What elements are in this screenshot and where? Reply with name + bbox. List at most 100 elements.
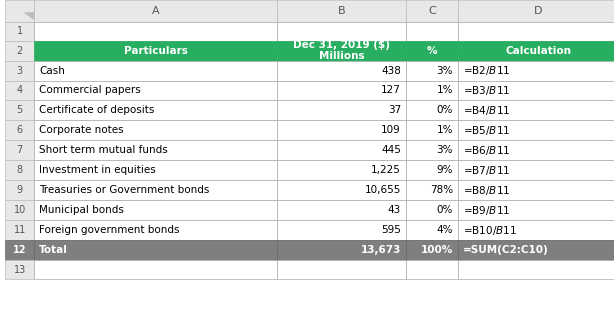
Bar <box>277 180 406 200</box>
Text: 12: 12 <box>13 245 26 255</box>
Bar <box>277 22 406 41</box>
Text: Dec 31, 2019 ($)
Millions: Dec 31, 2019 ($) Millions <box>293 40 390 62</box>
Text: Short term mutual funds: Short term mutual funds <box>39 145 168 156</box>
Bar <box>406 22 458 41</box>
Text: Commercial papers: Commercial papers <box>39 85 141 96</box>
Bar <box>277 0 406 22</box>
Text: 9%: 9% <box>437 165 453 175</box>
Bar <box>458 260 614 279</box>
Bar <box>34 220 277 240</box>
Bar <box>458 22 614 41</box>
Bar <box>5 120 34 140</box>
Text: 10: 10 <box>14 205 26 215</box>
Bar <box>458 61 614 80</box>
Text: 1: 1 <box>17 26 23 36</box>
Text: %: % <box>427 45 437 56</box>
Bar <box>406 140 458 160</box>
Bar <box>5 80 34 100</box>
Text: 109: 109 <box>381 125 401 136</box>
Polygon shape <box>23 12 34 20</box>
Bar <box>5 61 34 80</box>
Text: =B8/$B$11: =B8/$B$11 <box>463 184 510 197</box>
Text: 0%: 0% <box>437 105 453 116</box>
Bar <box>406 80 458 100</box>
Text: 3: 3 <box>17 65 23 76</box>
Text: 37: 37 <box>387 105 401 116</box>
Text: =B3/$B$11: =B3/$B$11 <box>463 84 510 97</box>
Bar <box>458 240 614 260</box>
Bar <box>5 0 34 22</box>
Bar <box>5 220 34 240</box>
Text: 8: 8 <box>17 165 23 175</box>
Bar <box>34 260 277 279</box>
Bar <box>5 180 34 200</box>
Bar <box>34 0 277 22</box>
Bar <box>406 0 458 22</box>
Bar <box>277 120 406 140</box>
Text: 78%: 78% <box>430 185 453 195</box>
Bar <box>5 140 34 160</box>
Text: B: B <box>338 6 345 16</box>
Bar <box>458 160 614 180</box>
Text: C: C <box>428 6 436 16</box>
Bar <box>34 200 277 220</box>
Text: 10,655: 10,655 <box>365 185 401 195</box>
Text: 4%: 4% <box>437 225 453 235</box>
Bar <box>406 41 458 61</box>
Text: =B7/$B$11: =B7/$B$11 <box>463 164 510 177</box>
Text: =SUM(C2:C10): =SUM(C2:C10) <box>463 245 549 255</box>
Text: 438: 438 <box>381 65 401 76</box>
Text: 7: 7 <box>17 145 23 156</box>
Bar <box>277 220 406 240</box>
Bar <box>458 0 614 22</box>
Bar <box>5 200 34 220</box>
Text: 1,225: 1,225 <box>371 165 401 175</box>
Text: A: A <box>152 6 160 16</box>
Text: Particulars: Particulars <box>123 45 188 56</box>
Bar <box>406 100 458 120</box>
Bar <box>277 100 406 120</box>
Bar <box>406 260 458 279</box>
Text: =B2/$B$11: =B2/$B$11 <box>463 64 510 77</box>
Text: Corporate notes: Corporate notes <box>39 125 124 136</box>
Text: 5: 5 <box>17 105 23 116</box>
Bar <box>458 140 614 160</box>
Bar <box>34 140 277 160</box>
Bar <box>34 180 277 200</box>
Text: =B6/$B$11: =B6/$B$11 <box>463 144 510 157</box>
Bar <box>34 240 277 260</box>
Text: 127: 127 <box>381 85 401 96</box>
Bar <box>458 80 614 100</box>
Bar <box>34 41 277 61</box>
Bar <box>34 160 277 180</box>
Bar <box>458 180 614 200</box>
Bar <box>406 160 458 180</box>
Bar <box>34 61 277 80</box>
Text: 3%: 3% <box>437 145 453 156</box>
Bar <box>277 80 406 100</box>
Text: =B10/$B$11: =B10/$B$11 <box>463 224 517 237</box>
Text: 13,673: 13,673 <box>360 245 401 255</box>
Bar <box>5 41 34 61</box>
Text: 3%: 3% <box>437 65 453 76</box>
Bar <box>406 200 458 220</box>
Text: 43: 43 <box>387 205 401 215</box>
Bar <box>277 41 406 61</box>
Text: =B5/$B$11: =B5/$B$11 <box>463 124 510 137</box>
Bar <box>458 200 614 220</box>
Text: =B4/$B$11: =B4/$B$11 <box>463 104 510 117</box>
Text: 595: 595 <box>381 225 401 235</box>
Text: 6: 6 <box>17 125 23 136</box>
Bar <box>34 22 277 41</box>
Bar <box>406 120 458 140</box>
Text: Cash: Cash <box>39 65 65 76</box>
Bar <box>5 22 34 41</box>
Text: D: D <box>534 6 543 16</box>
Text: Calculation: Calculation <box>505 45 572 56</box>
Bar <box>277 140 406 160</box>
Bar <box>5 160 34 180</box>
Bar <box>406 61 458 80</box>
Text: 2: 2 <box>17 45 23 56</box>
Text: 4: 4 <box>17 85 23 96</box>
Text: Certificate of deposits: Certificate of deposits <box>39 105 155 116</box>
